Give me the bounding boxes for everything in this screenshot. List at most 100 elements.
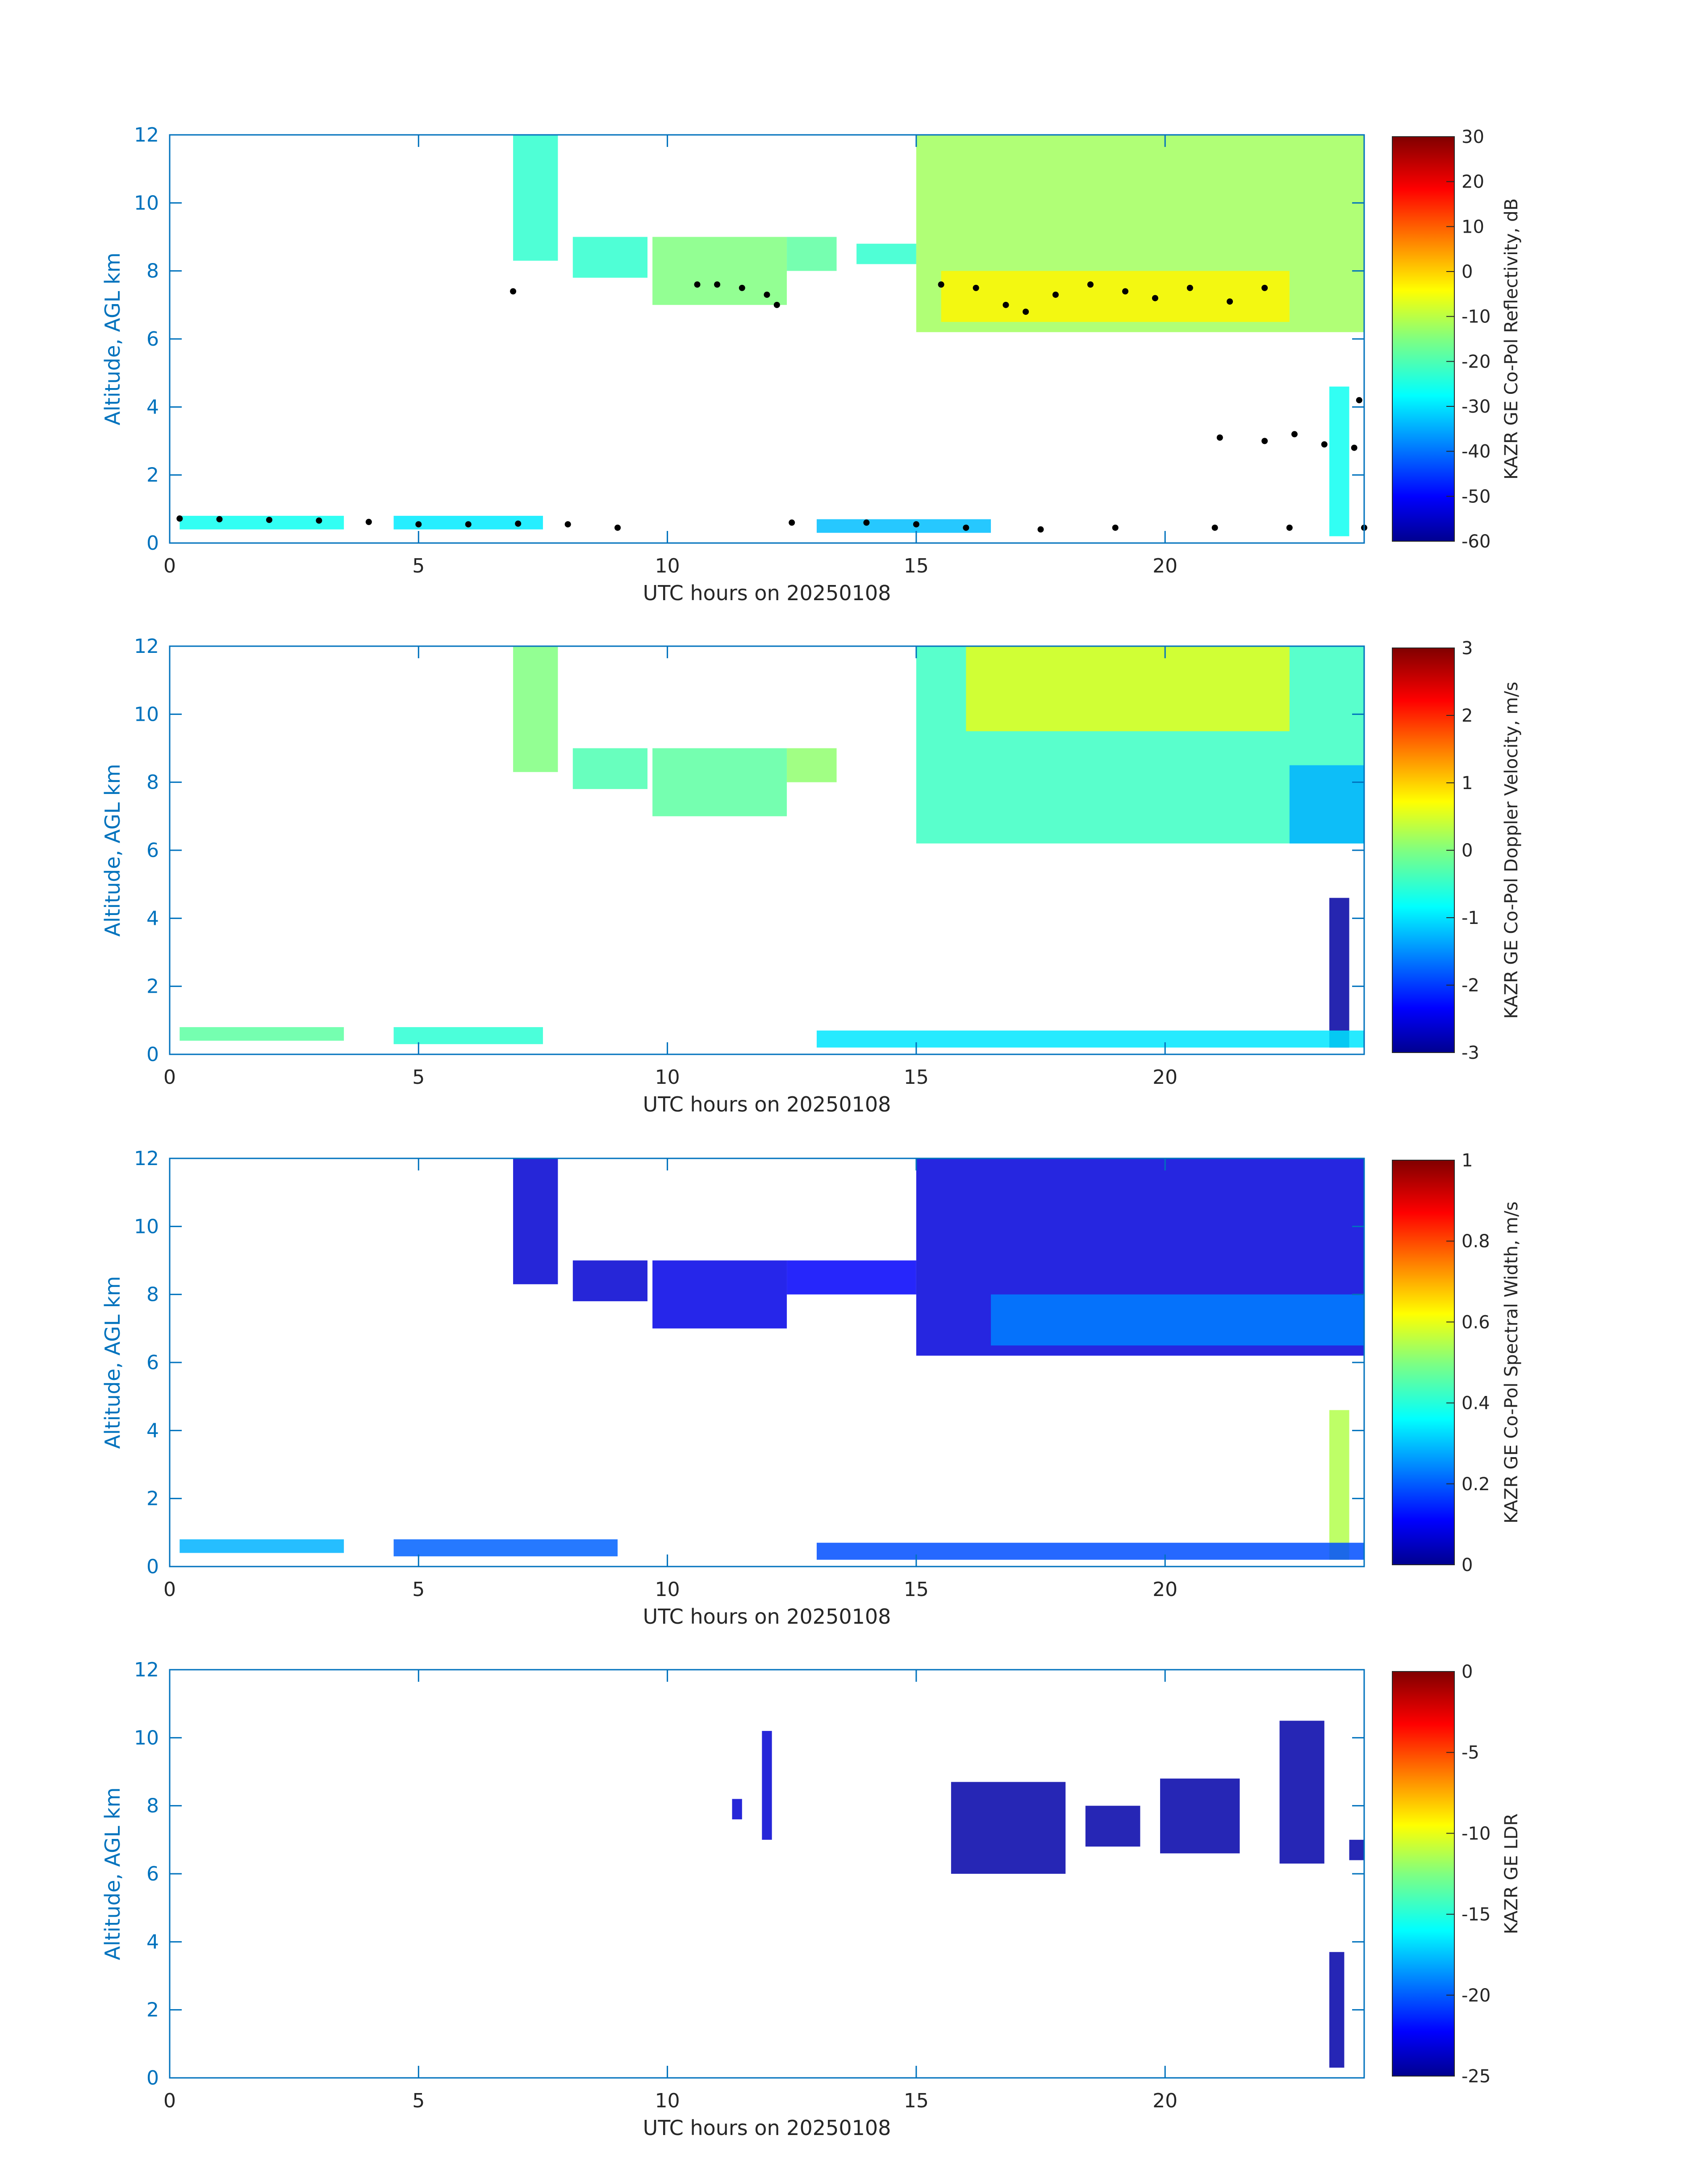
colorbar-tick-label: 0 (1462, 1662, 1473, 1682)
x-axis-label: UTC hours on 20250108 (643, 581, 891, 605)
x-tick-label: 20 (1153, 1066, 1178, 1089)
colorbar-tick-label: -40 (1462, 442, 1491, 462)
echo-region (393, 1027, 543, 1045)
y-tick-label: 6 (146, 1351, 159, 1374)
colorbar-label: KAZR GE LDR (1501, 1813, 1522, 1935)
colorbar-tick-label: 0 (1462, 840, 1473, 861)
cloud-boundary-marker (1087, 281, 1094, 288)
colorbar-tick-label: -2 (1462, 975, 1479, 996)
x-axis-label: UTC hours on 20250108 (643, 1092, 891, 1116)
y-tick-label: 0 (146, 532, 159, 555)
y-axis-label: Altitude, AGL km (100, 1276, 125, 1449)
x-tick-label: 0 (163, 555, 176, 577)
y-tick-label: 8 (146, 771, 159, 794)
y-tick-label: 6 (146, 1863, 159, 1885)
echo-region (856, 243, 916, 264)
colorbar-tick-label: 3 (1462, 638, 1473, 659)
colorbar: -25 -20 -15 -10 -5 0 KAZR GE LDR (1392, 1662, 1522, 2087)
echo-region (572, 748, 647, 789)
x-tick-label: 10 (655, 2089, 680, 2112)
colorbar-tick-label: -20 (1462, 1985, 1491, 2006)
x-tick-label: 15 (904, 1578, 929, 1601)
y-axis-label: Altitude, AGL km (100, 764, 125, 936)
cloud-boundary-marker (739, 284, 745, 291)
colorbar-tick-label: 10 (1462, 217, 1484, 237)
cloud-boundary-marker (1321, 441, 1328, 448)
colorbar-tick-label: -10 (1462, 307, 1491, 327)
echo-region (1349, 1839, 1364, 1860)
colorbar-label: KAZR GE Co-Pol Spectral Width, m/s (1501, 1201, 1522, 1523)
echo-layer (180, 135, 1364, 536)
colorbar-gradient (1392, 1160, 1455, 1565)
x-axis-label: UTC hours on 20250108 (643, 1605, 891, 1629)
y-tick-label: 8 (146, 1795, 159, 1818)
echo-region (1329, 1952, 1345, 2068)
echo-region (652, 748, 787, 816)
colorbar-gradient (1392, 136, 1455, 542)
colorbar-tick-label: 2 (1462, 706, 1473, 726)
x-tick-label: 0 (163, 1578, 176, 1601)
y-tick-label: 4 (146, 907, 159, 930)
x-axis-label: UTC hours on 20250108 (643, 2116, 891, 2140)
cloud-boundary-marker (510, 288, 517, 295)
y-tick-label: 4 (146, 1930, 159, 1953)
colorbar-gradient (1392, 648, 1455, 1053)
cloud-boundary-marker (973, 284, 979, 291)
cloud-boundary-marker (1291, 431, 1298, 438)
colorbar-tick-label: -20 (1462, 351, 1491, 372)
cloud-boundary-marker (1216, 434, 1223, 441)
cloud-boundary-marker (773, 301, 780, 308)
colorbar-tick-label: 0.8 (1462, 1231, 1490, 1252)
x-tick-label: 10 (655, 1066, 680, 1089)
echo-region (393, 1539, 618, 1557)
y-tick-label: 6 (146, 328, 159, 351)
y-tick-label: 0 (146, 1555, 159, 1578)
cloud-boundary-marker (1211, 524, 1218, 531)
colorbar-label: KAZR GE Co-Pol Doppler Velocity, m/s (1501, 682, 1522, 1019)
x-tick-label: 10 (655, 555, 680, 577)
colorbar: -60 -50 -40 -30 -20 -10 0 10 20 30 KAZR GE Co-Pol … (1392, 127, 1522, 552)
y-tick-label: 12 (134, 1147, 159, 1170)
echo-region (513, 1158, 558, 1284)
echo-region (652, 1260, 787, 1329)
y-tick-label: 10 (134, 192, 159, 214)
echo-layer (180, 646, 1364, 1048)
echo-layer (732, 1721, 1364, 2068)
echo-region (180, 516, 344, 530)
colorbar-tick-label: -25 (1462, 2066, 1491, 2087)
echo-region (991, 1294, 1364, 1345)
echo-region (572, 237, 647, 278)
echo-region (513, 135, 558, 261)
x-tick-label: 15 (904, 1066, 929, 1089)
echo-region (787, 1260, 916, 1295)
cloud-boundary-marker (764, 291, 770, 298)
cloud-boundary-marker (1023, 309, 1029, 315)
cloud-boundary-marker (1261, 284, 1268, 291)
cloud-boundary-marker (1286, 524, 1293, 531)
x-tick-label: 15 (904, 2089, 929, 2112)
y-tick-label: 10 (134, 1726, 159, 1749)
x-tick-label: 20 (1153, 1578, 1178, 1601)
cloud-boundary-marker (1152, 295, 1158, 301)
y-tick-label: 12 (134, 124, 159, 146)
colorbar-tick-label: -3 (1462, 1043, 1479, 1063)
y-tick-label: 6 (146, 839, 159, 862)
cloud-boundary-marker (1037, 526, 1044, 533)
marker-layer (176, 281, 1367, 533)
y-tick-label: 4 (146, 396, 159, 418)
colorbar-tick-label: 0.6 (1462, 1312, 1490, 1333)
echo-region (180, 1027, 344, 1041)
y-axis-label: Altitude, AGL km (100, 1787, 125, 1960)
cloud-boundary-marker (938, 281, 944, 288)
echo-region (787, 748, 837, 782)
echo-region (180, 1539, 344, 1553)
colorbar-tick-label: -5 (1462, 1742, 1479, 1763)
cloud-boundary-marker (1227, 298, 1233, 305)
x-tick-label: 20 (1153, 555, 1178, 577)
cloud-boundary-marker (365, 518, 372, 525)
y-tick-label: 4 (146, 1419, 159, 1442)
echo-region (732, 1799, 742, 1820)
cloud-boundary-marker (216, 516, 223, 522)
cloud-boundary-marker (913, 521, 919, 528)
